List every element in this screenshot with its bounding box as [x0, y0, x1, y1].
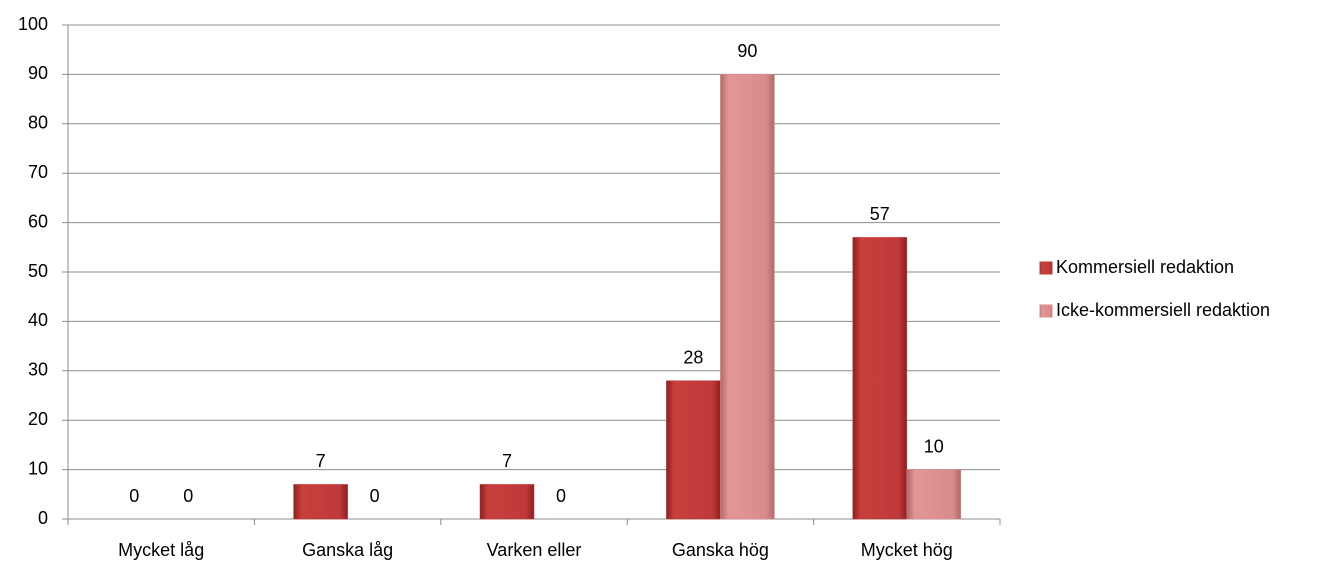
y-tick-label: 0 — [38, 508, 48, 528]
data-label: 0 — [129, 486, 139, 506]
bar — [852, 237, 908, 520]
y-tick-label: 60 — [28, 211, 48, 231]
bar — [293, 484, 348, 520]
legend-swatch — [1039, 304, 1053, 318]
y-tick-label: 70 — [28, 162, 48, 182]
bar — [666, 380, 721, 520]
bar — [479, 484, 535, 520]
y-tick-label: 100 — [18, 14, 48, 34]
x-tick-label: Mycket låg — [118, 540, 204, 560]
data-label: 57 — [870, 204, 890, 224]
y-tick-label: 20 — [28, 409, 48, 429]
x-tick-label: Mycket hög — [861, 540, 953, 560]
y-tick-label: 90 — [28, 63, 48, 83]
legend-label: Kommersiell redaktion — [1056, 257, 1234, 277]
y-tick-label: 30 — [28, 360, 48, 380]
bar — [720, 74, 775, 520]
legend-swatch — [1039, 261, 1053, 275]
data-label: 90 — [737, 41, 757, 61]
y-tick-label: 40 — [28, 310, 48, 330]
data-label: 7 — [502, 451, 512, 471]
y-tick-label: 80 — [28, 113, 48, 133]
x-tick-label: Ganska hög — [672, 540, 769, 560]
bar — [906, 469, 962, 520]
data-label: 0 — [183, 486, 193, 506]
data-label: 28 — [683, 347, 703, 367]
y-tick-label: 10 — [28, 458, 48, 478]
y-tick-label: 50 — [28, 261, 48, 281]
data-label: 0 — [556, 486, 566, 506]
x-tick-label: Ganska låg — [302, 540, 393, 560]
data-label: 10 — [924, 436, 944, 456]
data-label: 7 — [316, 451, 326, 471]
legend-label: Icke-kommersiell redaktion — [1056, 300, 1270, 320]
data-label: 0 — [370, 486, 380, 506]
x-tick-label: Varken eller — [487, 540, 582, 560]
